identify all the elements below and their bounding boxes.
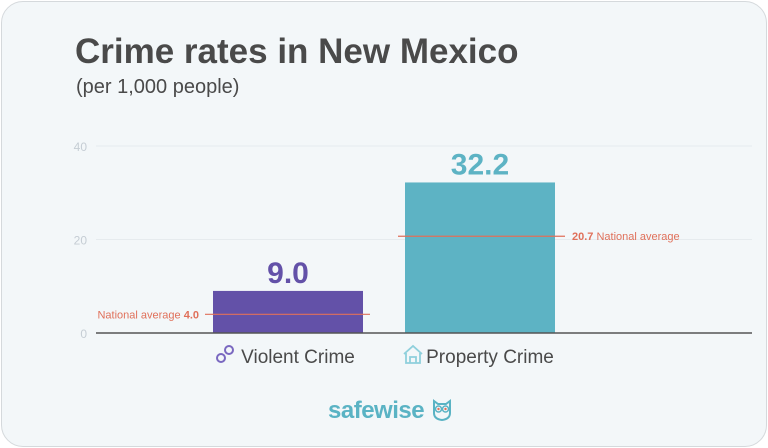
- y-tick-label: 20: [74, 234, 88, 248]
- chart-subtitle: (per 1,000 people): [76, 76, 240, 98]
- owl-icon: [433, 398, 452, 421]
- data-label: 32.2: [451, 148, 509, 181]
- logo-text: safewise: [328, 397, 425, 424]
- x-tick-label: Violent Crime: [241, 347, 355, 368]
- y-tick-label: 40: [74, 140, 88, 154]
- national-average-value: 4.0: [184, 309, 199, 321]
- chart-title: Crime rates in New Mexico: [75, 32, 519, 71]
- national-average-label: National average 4.0: [97, 309, 199, 321]
- national-average-value: 20.7: [572, 231, 593, 243]
- data-label: 9.0: [267, 257, 309, 290]
- national-average-text: National average: [97, 309, 183, 321]
- house-icon: [403, 344, 423, 364]
- bar-violent-crime: [213, 290, 363, 333]
- y-tick-label: 0: [80, 327, 87, 341]
- national-average-text: National average: [593, 231, 679, 243]
- bar-property-crime: [405, 182, 555, 333]
- national-average-label: 20.7 National average: [572, 231, 680, 243]
- x-tick-label: Property Crime: [426, 347, 554, 368]
- safewise-logo: safewise: [328, 397, 452, 425]
- handcuffs-icon: [216, 345, 234, 363]
